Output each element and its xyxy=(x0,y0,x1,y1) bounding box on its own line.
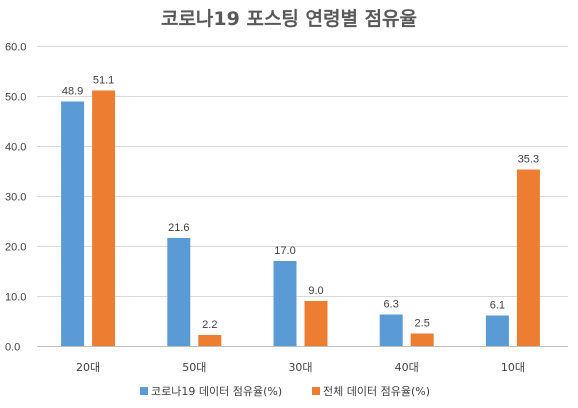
category-label: 10대 xyxy=(501,361,525,374)
data-labels: 48.9 51.1 21.6 2.2 17.0 9.0 6.3 2.5 6.1 35.3 xyxy=(62,75,539,332)
category-label: 30대 xyxy=(288,361,312,374)
bar-total-4 xyxy=(516,169,540,346)
bar-total-1 xyxy=(198,335,222,346)
bar-total-0 xyxy=(92,90,116,346)
data-label: 51.1 xyxy=(93,75,114,87)
bar-total-3 xyxy=(410,333,434,346)
y-tick-label: 50.0 xyxy=(5,92,26,104)
legend-swatch xyxy=(312,387,320,395)
category-label: 20대 xyxy=(76,361,100,374)
y-tick-label: 40.0 xyxy=(5,142,26,154)
chart-title: 코로나19 포스팅 연령별 점유율 xyxy=(161,8,417,30)
y-tick-label: 20.0 xyxy=(5,242,26,254)
data-label: 6.1 xyxy=(490,300,505,312)
bar-covid-0 xyxy=(61,101,85,346)
bar-covid-4 xyxy=(485,315,509,346)
legend-label: 코로나19 데이터 점유율(%) xyxy=(151,385,282,398)
y-tick-label: 10.0 xyxy=(5,292,26,304)
bar-covid-3 xyxy=(379,314,403,346)
y-axis-tick-labels: 0.0 10.0 20.0 30.0 40.0 50.0 60.0 xyxy=(5,42,26,354)
gridlines xyxy=(37,46,568,347)
category-label: 40대 xyxy=(395,361,419,374)
y-tick-label: 0.0 xyxy=(5,342,20,354)
bar-covid-1 xyxy=(167,238,191,346)
x-axis-category-labels: 20대 50대 30대 40대 10대 xyxy=(76,361,525,374)
data-label: 6.3 xyxy=(384,299,399,311)
legend-label: 전체 데이터 점유율(%) xyxy=(323,385,430,398)
data-label: 2.2 xyxy=(202,319,217,331)
bar-total-2 xyxy=(304,301,328,346)
data-label: 21.6 xyxy=(168,222,189,234)
category-label: 50대 xyxy=(182,361,206,374)
data-label: 2.5 xyxy=(415,318,430,330)
data-label: 48.9 xyxy=(62,86,83,98)
data-label: 9.0 xyxy=(308,285,323,297)
legend-swatch xyxy=(140,387,148,395)
y-tick-label: 60.0 xyxy=(5,42,26,54)
legend: 코로나19 데이터 점유율(%) 전체 데이터 점유율(%) xyxy=(140,385,430,398)
y-tick-label: 30.0 xyxy=(5,192,26,204)
bar-covid-2 xyxy=(273,261,297,346)
bars xyxy=(61,90,540,346)
data-label: 17.0 xyxy=(274,245,295,257)
data-label: 35.3 xyxy=(518,154,539,166)
